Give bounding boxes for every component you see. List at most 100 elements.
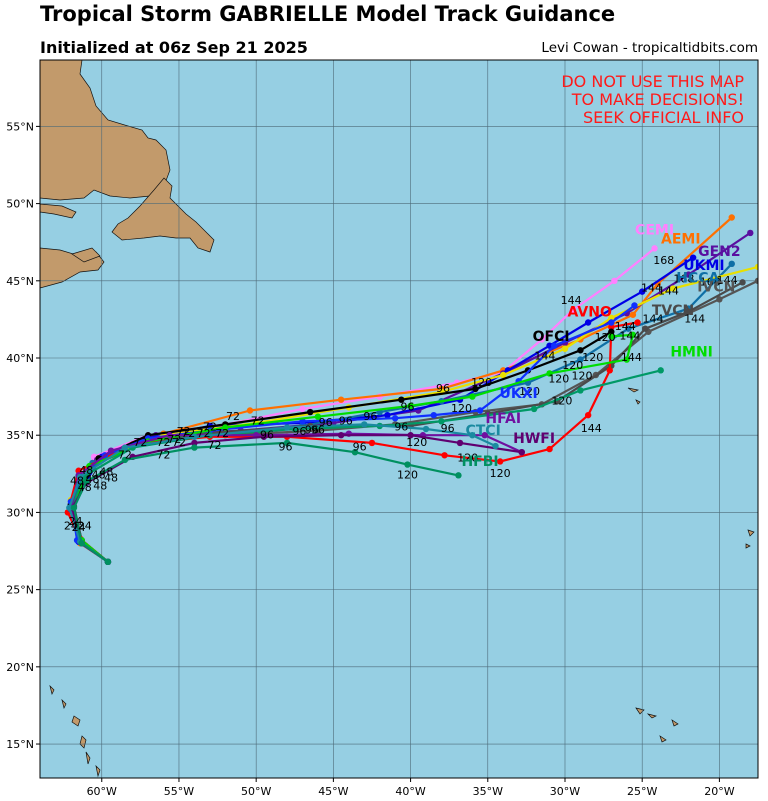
track-point-hwfi	[191, 439, 198, 447]
model-label-gen2: GEN2	[698, 244, 741, 260]
track-point-ctci	[469, 432, 476, 439]
track-point-avno	[441, 452, 448, 459]
track-point-ctci	[422, 425, 430, 433]
track-point-ofci	[398, 396, 405, 403]
track-point-hmni	[222, 424, 229, 431]
lon-tick-label: 55°W	[164, 785, 194, 798]
model-label-tvcn: TVCN	[652, 303, 694, 319]
track-point-hfai	[166, 432, 173, 439]
track-point-ctci	[76, 473, 84, 481]
track-point-hfbi	[70, 504, 78, 511]
hour-label: 120	[451, 402, 472, 415]
axis-ticks: 60°W 55°W 50°W 45°W 40°W 35°W 30°W 25°W 20°W 15°N…	[6, 120, 734, 798]
model-label-hcca: HCCA	[676, 270, 719, 286]
land-caribbean	[49, 684, 101, 778]
track-point-ctci	[492, 442, 499, 450]
hour-label: 120	[548, 373, 569, 386]
track-point-ukmi	[584, 319, 592, 326]
track-point-cemi	[299, 405, 306, 413]
track-point-ofci	[608, 328, 615, 335]
model-label-cemi: CEMI	[635, 222, 674, 238]
hour-label: 96	[319, 416, 333, 429]
track-point-hcca	[577, 356, 584, 363]
hour-label: 96	[436, 382, 450, 395]
warning-line-1: DO NOT USE THIS MAP	[561, 72, 744, 91]
lat-tick-label: 55°N	[6, 120, 34, 133]
hour-label: 24	[78, 519, 92, 532]
hour-label: 96	[441, 422, 455, 435]
hour-label: 144	[561, 294, 582, 307]
lat-tick-label: 40°N	[6, 352, 34, 365]
hour-label: 120	[519, 385, 540, 398]
track-point-hfbi	[104, 558, 112, 566]
hour-label: 96	[305, 424, 319, 437]
hour-label: 96	[311, 424, 325, 437]
track-point-ofci	[307, 408, 314, 416]
land-island-small	[71, 247, 101, 263]
hour-label: 120	[582, 351, 603, 364]
track-point-ctci	[191, 433, 198, 440]
hour-label: 48	[92, 468, 106, 481]
hour-label: 168	[700, 275, 721, 288]
hour-label: 72	[181, 427, 195, 440]
model-label-aemi: AEMI	[661, 232, 701, 248]
model-label-ukxi: UKXI	[500, 386, 538, 402]
lon-tick-label: 40°W	[395, 785, 425, 798]
track-point-hmni	[623, 356, 630, 363]
hour-label: 48	[85, 473, 99, 486]
warning-line-2: TO MAKE DECISIONS!	[571, 90, 744, 109]
hour-label: 120	[595, 331, 616, 344]
track-point-avni	[608, 314, 615, 322]
track-point-ivcn	[754, 277, 758, 285]
track-point-ukmi	[384, 411, 391, 419]
land-masses	[40, 60, 755, 778]
land-canary	[745, 529, 755, 549]
hour-label: 120	[571, 370, 592, 383]
land-newfoundland	[111, 177, 215, 253]
track-point-avno	[608, 323, 615, 331]
track-point-hfbi	[191, 444, 198, 451]
track-point-tvcn	[685, 308, 692, 315]
hour-label: 24	[69, 515, 83, 528]
track-point-ctci	[66, 504, 73, 511]
hour-label: 72	[215, 427, 229, 440]
track-point-tvcn	[642, 325, 649, 332]
track-point-hwfi	[407, 432, 414, 439]
track-point-hmni2	[438, 418, 445, 425]
track-point-ivcn	[716, 296, 723, 303]
hour-label: 24	[72, 521, 86, 534]
track-point-ukxi	[550, 342, 558, 349]
track-point-hfbi	[351, 448, 359, 456]
hour-label: 72	[167, 433, 181, 446]
track-point-ctci	[283, 424, 291, 431]
track-point-hfbi	[455, 472, 462, 479]
track-point-tvcn	[739, 279, 746, 286]
hour-label: 96	[339, 414, 353, 427]
hour-label: 120	[471, 376, 492, 389]
hour-label: 120	[397, 468, 418, 481]
hour-label: 72	[157, 436, 171, 449]
hour-label: 72	[207, 439, 221, 452]
hour-label: 48	[93, 479, 107, 492]
track-point-hmni	[469, 393, 476, 400]
track-point-avno	[75, 467, 82, 474]
hour-label: 24	[64, 519, 78, 532]
track-point-avno	[584, 411, 592, 419]
track-point-avno	[368, 439, 376, 447]
hour-label: 48	[79, 464, 93, 477]
hour-label: 144	[581, 422, 602, 435]
track-point-ukmi	[689, 254, 697, 261]
page-title: Tropical Storm GABRIELLE Model Track Gui…	[40, 2, 616, 26]
hour-label: 120	[551, 394, 572, 407]
track-point-gen2	[685, 271, 692, 278]
track-point-aemi	[728, 214, 735, 221]
lat-tick-label: 30°N	[6, 506, 34, 519]
hour-label: 144	[615, 320, 636, 333]
lon-tick-label: 25°W	[627, 785, 657, 798]
track-point-ukxi	[631, 302, 638, 309]
hour-label: 96	[353, 441, 367, 454]
hour-label: 48	[70, 475, 84, 488]
hour-label: 48	[78, 481, 92, 494]
track-point-hmni2	[577, 387, 584, 394]
